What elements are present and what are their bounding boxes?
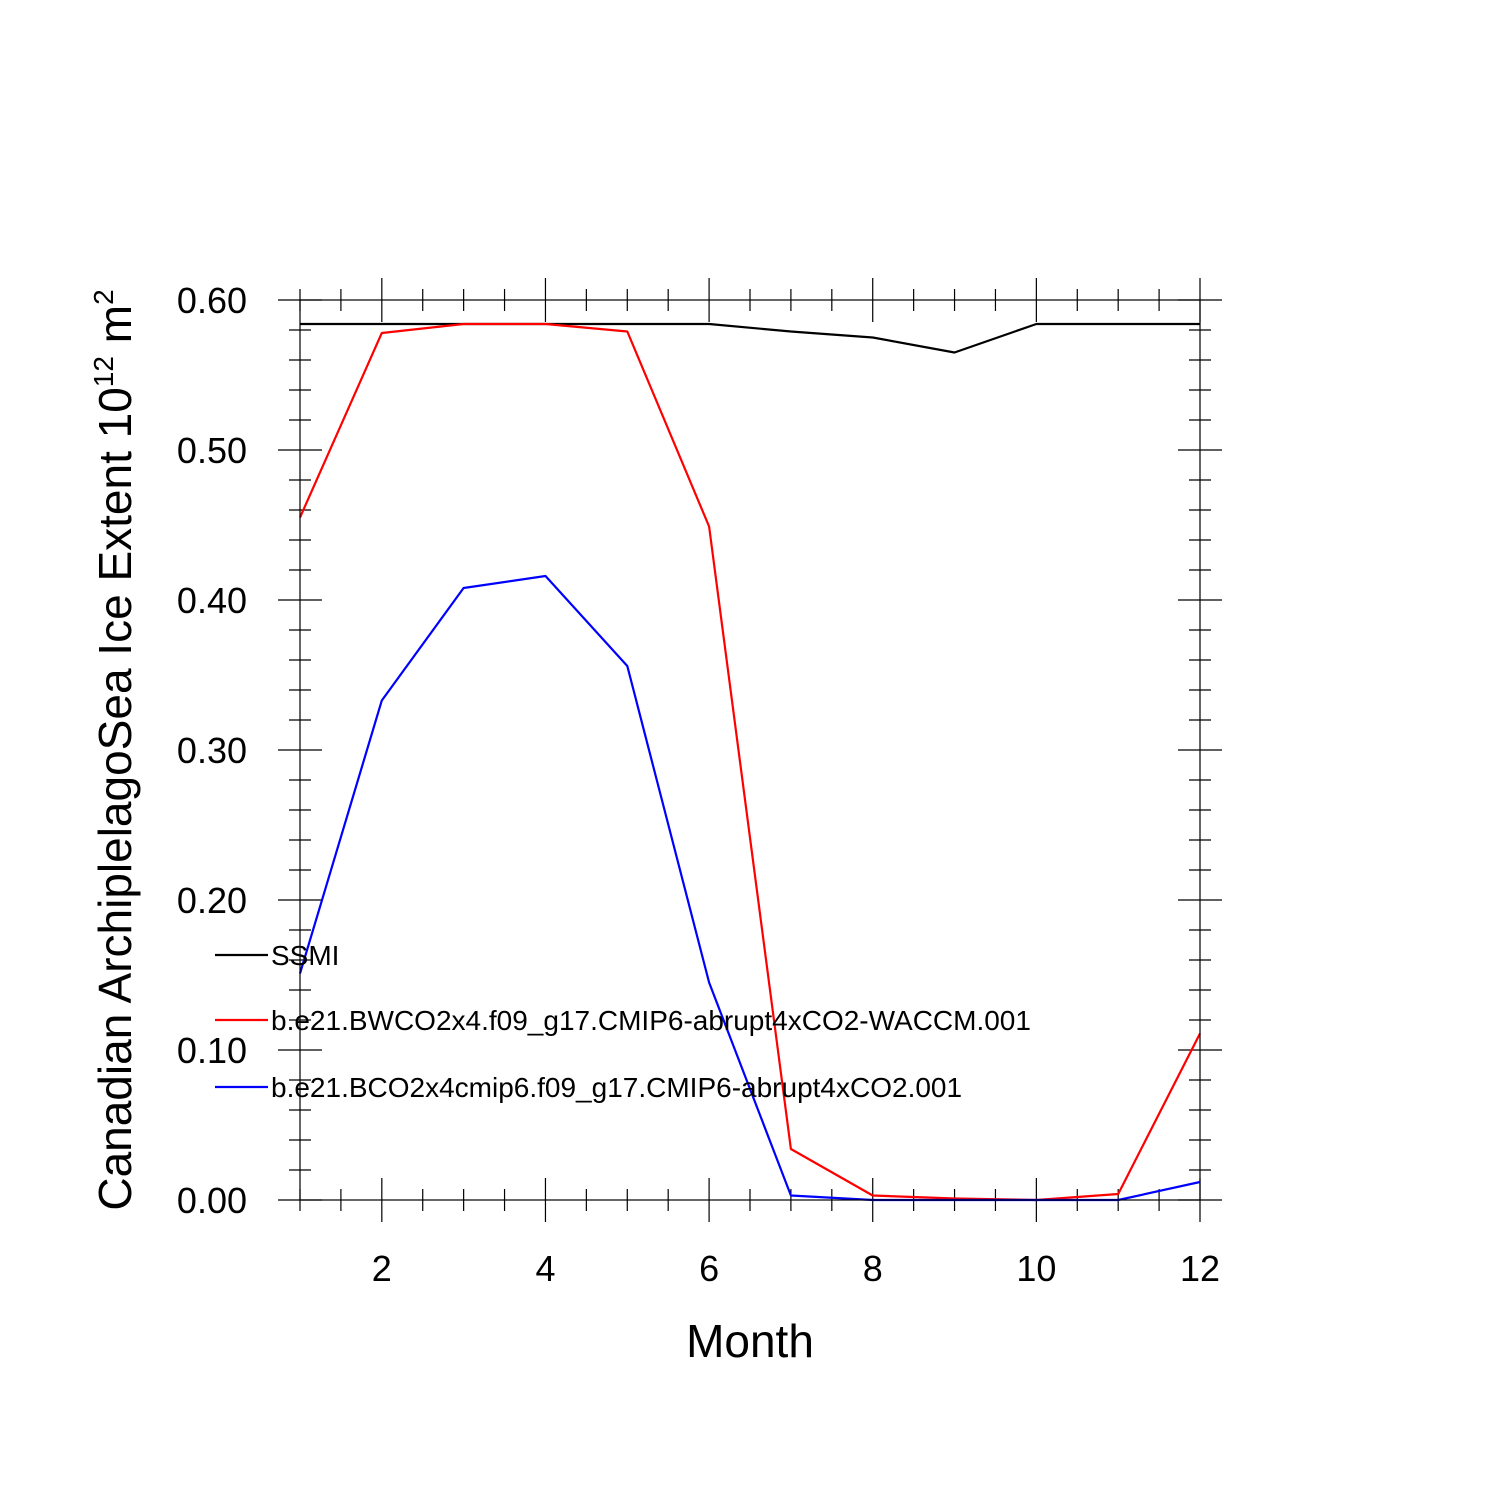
legend-label-1: SSMI (271, 940, 339, 971)
y-tick-label: 0.20 (177, 880, 247, 921)
y-axis-title-main: Canadian ArchiplelagoSea Ice Extent 10 (89, 387, 141, 1210)
legend-label-3: b.e21.BCO2x4cmip6.f09_g17.CMIP6-abrupt4x… (271, 1072, 962, 1103)
legend-label-2: b.e21.BWCO2x4.f09_g17.CMIP6-abrupt4xCO2-… (271, 1005, 1031, 1036)
plot-frame (299, 299, 1201, 1201)
y-axis-title: Canadian ArchiplelagoSea Ice Extent 1012… (88, 289, 141, 1210)
y-tick-label: 0.60 (177, 280, 247, 321)
x-tick-labels: 2 4 6 8 10 12 (372, 1248, 1220, 1289)
y-tick-label: 0.40 (177, 580, 247, 621)
series-line-1 (300, 322, 1200, 354)
legend: SSMI b.e21.BWCO2x4.f09_g17.CMIP6-abrupt4x… (215, 940, 1031, 1103)
y-tick-label: 0.30 (177, 730, 247, 771)
y-tick-label: 0.50 (177, 430, 247, 471)
series-line-2 (298, 322, 1201, 1202)
series-lines (298, 322, 1201, 1202)
y-axis-title-exponent: 12 (88, 356, 119, 387)
y-tick-label: 0.00 (177, 1180, 247, 1221)
x-tick-label: 4 (535, 1248, 555, 1289)
y-tick-label: 0.10 (177, 1030, 247, 1071)
y-axis-title-unit: m (89, 305, 141, 356)
x-tick-label: 2 (372, 1248, 392, 1289)
x-tick-label: 10 (1016, 1248, 1056, 1289)
x-tick-label: 8 (863, 1248, 883, 1289)
y-axis-title-unit-exponent: 2 (88, 289, 119, 305)
x-tick-label: 6 (699, 1248, 719, 1289)
x-axis-title: Month (686, 1315, 814, 1367)
series-line-3 (298, 574, 1201, 1202)
x-tick-label: 12 (1180, 1248, 1220, 1289)
y-tick-labels: 0.00 0.10 0.20 0.30 0.40 0.50 0.60 (177, 280, 247, 1221)
